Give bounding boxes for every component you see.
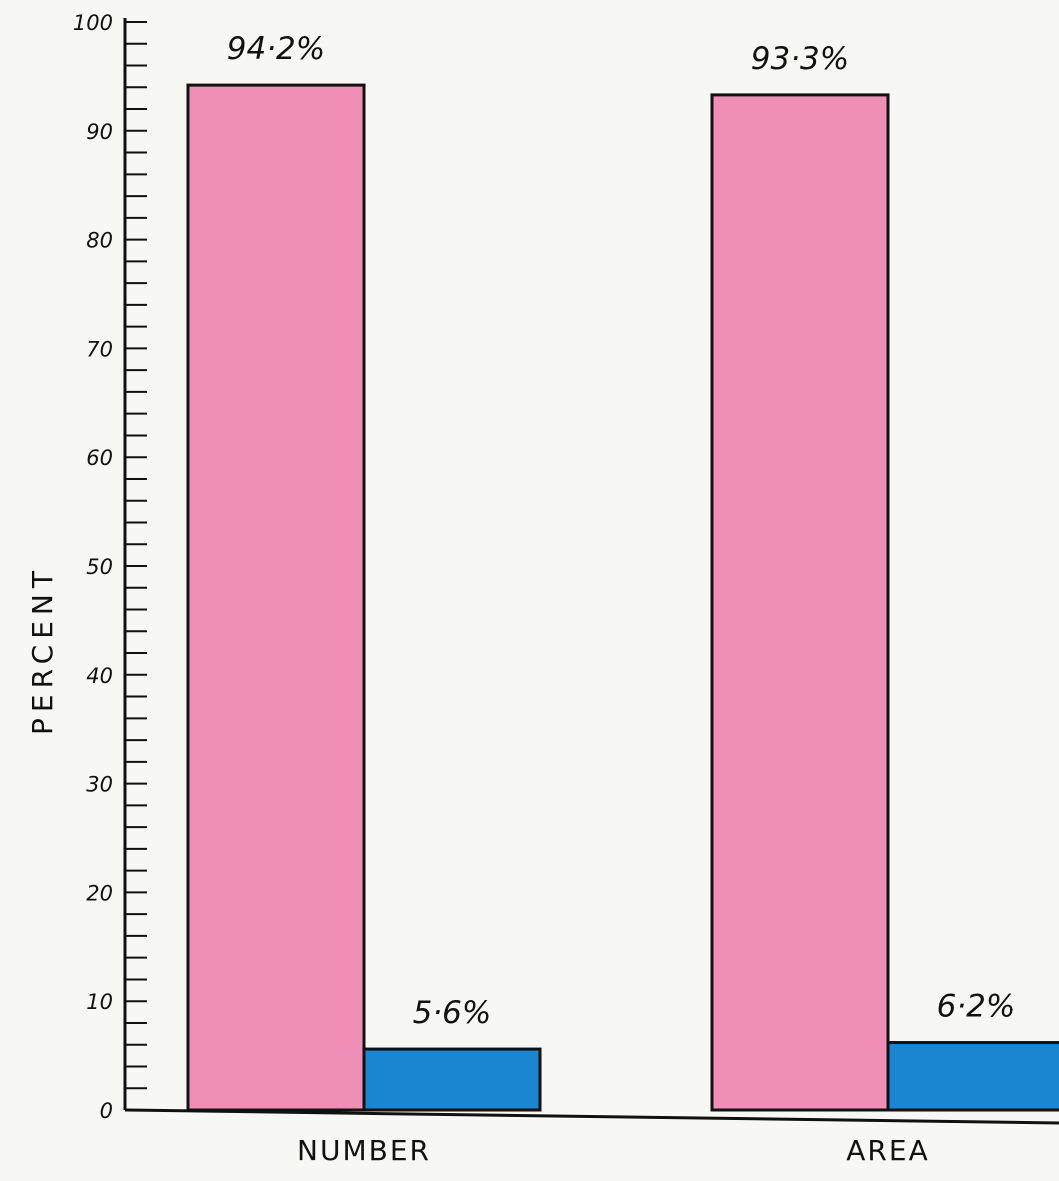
y-tick-label: 10 xyxy=(86,990,113,1014)
bar-number-1 xyxy=(186,83,366,1112)
data-label-number-2: 5·6% xyxy=(413,995,492,1031)
y-tick-label: 80 xyxy=(86,229,113,253)
y-tick-label: 40 xyxy=(86,664,113,688)
bar-area-2 xyxy=(886,1041,1059,1112)
category-label-number: NUMBER xyxy=(297,1134,431,1167)
category-label-area: AREA xyxy=(846,1134,929,1167)
y-tick-label: 70 xyxy=(86,337,113,361)
bar-number-2 xyxy=(362,1047,542,1112)
data-label-area-1: 93·3% xyxy=(751,41,849,77)
x-axis-line xyxy=(124,1108,1059,1125)
y-tick-label: 100 xyxy=(73,11,113,35)
y-tick-label: 90 xyxy=(86,120,113,144)
y-tick-label: 20 xyxy=(86,881,113,905)
y-tick-label: 60 xyxy=(86,446,113,470)
y-tick-label: 0 xyxy=(100,1099,113,1123)
data-label-area-2: 6·2% xyxy=(937,989,1016,1025)
y-tick-label: 50 xyxy=(86,555,113,579)
data-label-number-1: 94·2% xyxy=(227,31,325,67)
y-axis-title: PERCENT xyxy=(26,565,59,735)
bar-area-1 xyxy=(710,93,890,1112)
y-tick-label: 30 xyxy=(86,773,113,797)
